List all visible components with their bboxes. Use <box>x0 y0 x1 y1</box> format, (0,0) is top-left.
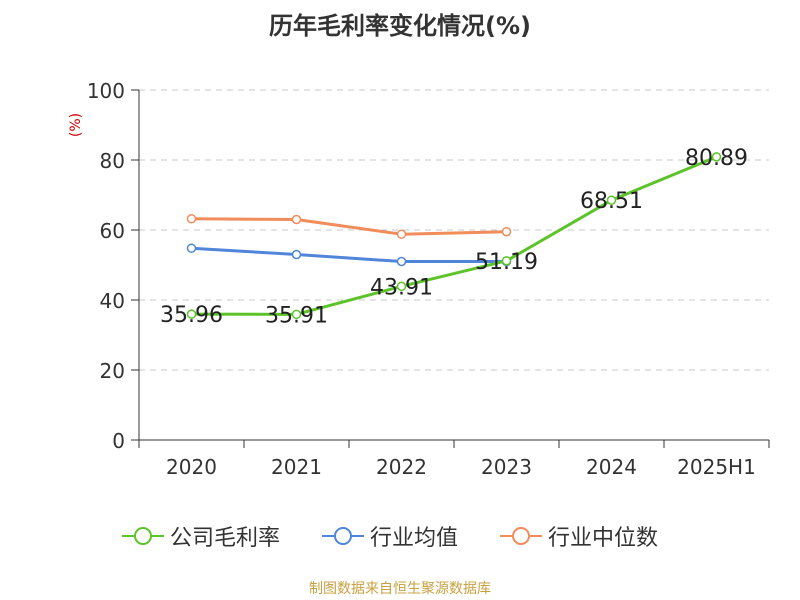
axes: 0 20 40 60 80 100 2020 2021 2022 2023 2024 2025H1 <box>87 79 770 479</box>
data-label-2023: 51.19 <box>475 250 538 275</box>
series-0-point-2021 <box>291 309 302 320</box>
legend-label-industry-mean: 行业均值 <box>370 526 459 551</box>
y-tick-label: 80 <box>100 149 125 173</box>
series-2-point-2023 <box>501 227 512 237</box>
series-layer <box>186 152 722 320</box>
legend-marker-industry-median <box>500 527 542 545</box>
series-1-point-2021 <box>291 249 302 260</box>
chart-title: 历年毛利率变化情况(%) <box>269 12 531 40</box>
series-1-point-2022 <box>396 256 407 267</box>
y-axis-label: (%) <box>68 113 84 137</box>
x-tick-label-2025H1: 2025H1 <box>677 455 756 479</box>
y-tick-label: 0 <box>112 429 125 453</box>
legend-item-industry-mean[interactable]: 行业均值 <box>322 522 459 551</box>
x-tick-label-2022: 2022 <box>376 455 427 479</box>
data-label-2021: 35.91 <box>265 303 328 328</box>
series-0-point-2023 <box>501 256 512 266</box>
y-tick-label: 20 <box>100 359 125 383</box>
y-tick-label: 60 <box>100 219 125 243</box>
series-2-point-2022 <box>396 229 407 239</box>
source-note: 制图数据来自恒生聚源数据库 <box>309 581 491 597</box>
x-tick-label-2024: 2024 <box>586 455 637 479</box>
series-0-point-2022 <box>396 281 407 292</box>
legend-item-company[interactable]: 公司毛利率 <box>122 522 281 551</box>
data-labels: 35.96 35.91 43.91 51.19 68.51 80.89 <box>160 146 748 328</box>
series-line-0 <box>191 155 718 316</box>
grid-lines <box>139 89 769 371</box>
data-label-2022: 43.91 <box>370 275 433 300</box>
legend-label-company: 公司毛利率 <box>170 526 281 551</box>
y-tick-label: 100 <box>87 79 125 103</box>
legend-label-industry-median: 行业中位数 <box>548 526 659 551</box>
x-tick-label-2023: 2023 <box>481 455 532 479</box>
legend-marker-company <box>122 527 164 545</box>
series-0-point-2020 <box>186 309 197 319</box>
series-0-point-2025H1 <box>711 152 722 162</box>
series-2-point-2021 <box>291 214 302 225</box>
y-tick-label: 40 <box>100 289 125 313</box>
series-line-1 <box>191 246 507 263</box>
series-0-point-2024 <box>606 195 617 205</box>
data-label-2020: 35.96 <box>160 303 223 328</box>
series-2-point-2020 <box>186 214 197 224</box>
x-tick-label-2021: 2021 <box>271 455 322 479</box>
data-label-2024: 68.51 <box>580 189 643 214</box>
x-tick-label-2020: 2020 <box>166 455 217 479</box>
series-1-point-2020 <box>186 243 197 253</box>
series-line-2 <box>191 217 507 236</box>
legend-marker-industry-mean <box>322 527 364 545</box>
legend-item-industry-median[interactable]: 行业中位数 <box>500 522 659 551</box>
data-label-2025H1: 80.89 <box>685 146 748 171</box>
